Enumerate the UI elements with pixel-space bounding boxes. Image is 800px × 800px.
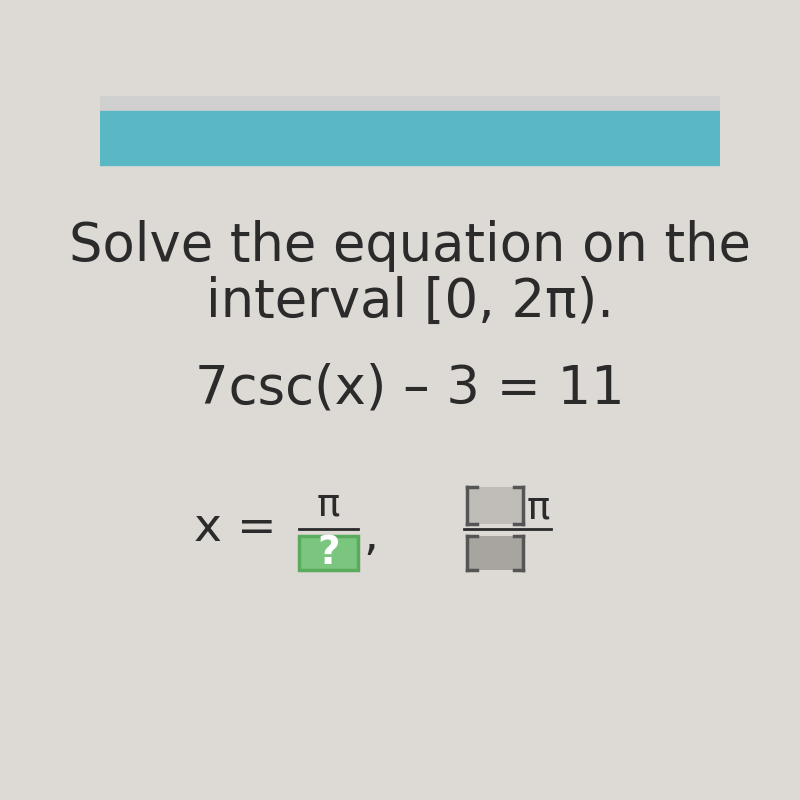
Bar <box>467 487 523 524</box>
Bar <box>100 166 720 712</box>
Text: x =: x = <box>194 506 277 551</box>
Bar <box>467 537 523 570</box>
Text: Solve the equation on the: Solve the equation on the <box>69 220 751 272</box>
Bar <box>100 111 720 166</box>
Text: ?: ? <box>318 534 340 572</box>
Text: π: π <box>527 488 550 526</box>
Text: ,: , <box>364 515 378 561</box>
Text: π: π <box>317 485 340 523</box>
Bar <box>100 96 720 111</box>
Bar <box>299 537 358 570</box>
Text: 7csc(x) – 3 = 11: 7csc(x) – 3 = 11 <box>195 362 625 414</box>
Text: interval [0, 2π).: interval [0, 2π). <box>206 276 614 328</box>
